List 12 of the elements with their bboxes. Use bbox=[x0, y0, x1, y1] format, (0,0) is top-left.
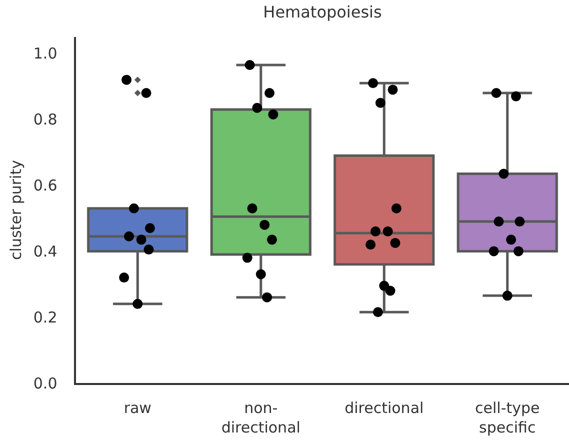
y-tick-label: 0.8 bbox=[33, 110, 58, 129]
y-tick-label: 1.0 bbox=[33, 44, 58, 63]
x-tick-label: raw bbox=[124, 398, 152, 417]
y-tick-label: 0.4 bbox=[33, 242, 58, 260]
chart-title: Hematopoiesis bbox=[263, 2, 382, 22]
x-tick-label: non- directional bbox=[221, 398, 300, 436]
y-tick-label: 0.0 bbox=[33, 374, 58, 392]
y-tick-label: 0.2 bbox=[33, 308, 58, 326]
x-tick-label: directional bbox=[344, 398, 424, 417]
y-axis-title: cluster purity bbox=[7, 160, 26, 260]
x-tick-label: cell-type specific bbox=[475, 398, 540, 436]
y-tick-label: 0.6 bbox=[33, 176, 58, 195]
